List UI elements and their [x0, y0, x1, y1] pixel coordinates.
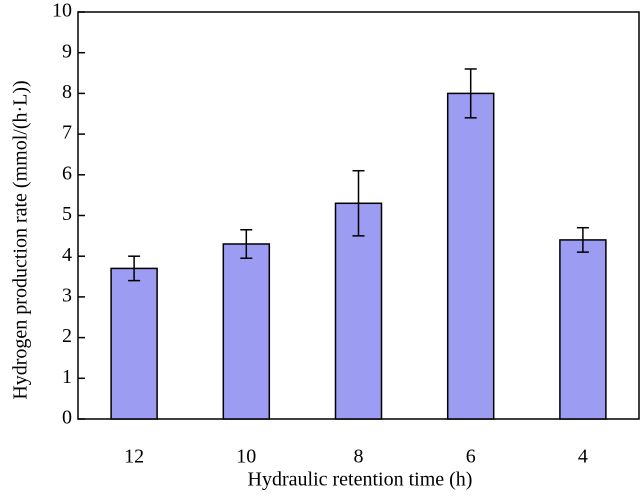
y-tick-label: 2: [62, 325, 72, 347]
bar: [110, 267, 158, 420]
error-bar: [464, 68, 477, 119]
y-tick-label: 5: [62, 203, 72, 225]
y-tick-label: 3: [62, 284, 72, 306]
y-tick-label: 0: [62, 407, 72, 429]
y-tick-label: 7: [62, 122, 72, 144]
error-bar: [576, 226, 589, 253]
bar: [446, 92, 495, 420]
error-bar: [128, 255, 141, 282]
y-tick-label: 6: [62, 162, 72, 184]
y-tick-label: 8: [62, 81, 72, 103]
x-tick-label: 4: [578, 446, 588, 468]
x-tick-label: 8: [354, 446, 364, 468]
bar: [559, 239, 607, 420]
x-axis-title: Hydraulic retention time (h): [248, 469, 473, 491]
bar: [222, 243, 271, 420]
y-axis-title: Hydrogen production rate (mmol/(h·L)): [10, 80, 32, 399]
x-tick-label: 12: [124, 446, 144, 468]
error-bar: [352, 169, 365, 237]
y-tick-label: 1: [62, 366, 72, 388]
y-tick-label: 10: [52, 0, 72, 22]
y-tick-label: 9: [62, 40, 72, 62]
error-bar: [240, 228, 253, 259]
x-tick-label: 6: [466, 446, 476, 468]
y-tick-label: 4: [62, 244, 72, 266]
bar: [334, 202, 383, 420]
x-tick-label: 10: [236, 446, 256, 468]
